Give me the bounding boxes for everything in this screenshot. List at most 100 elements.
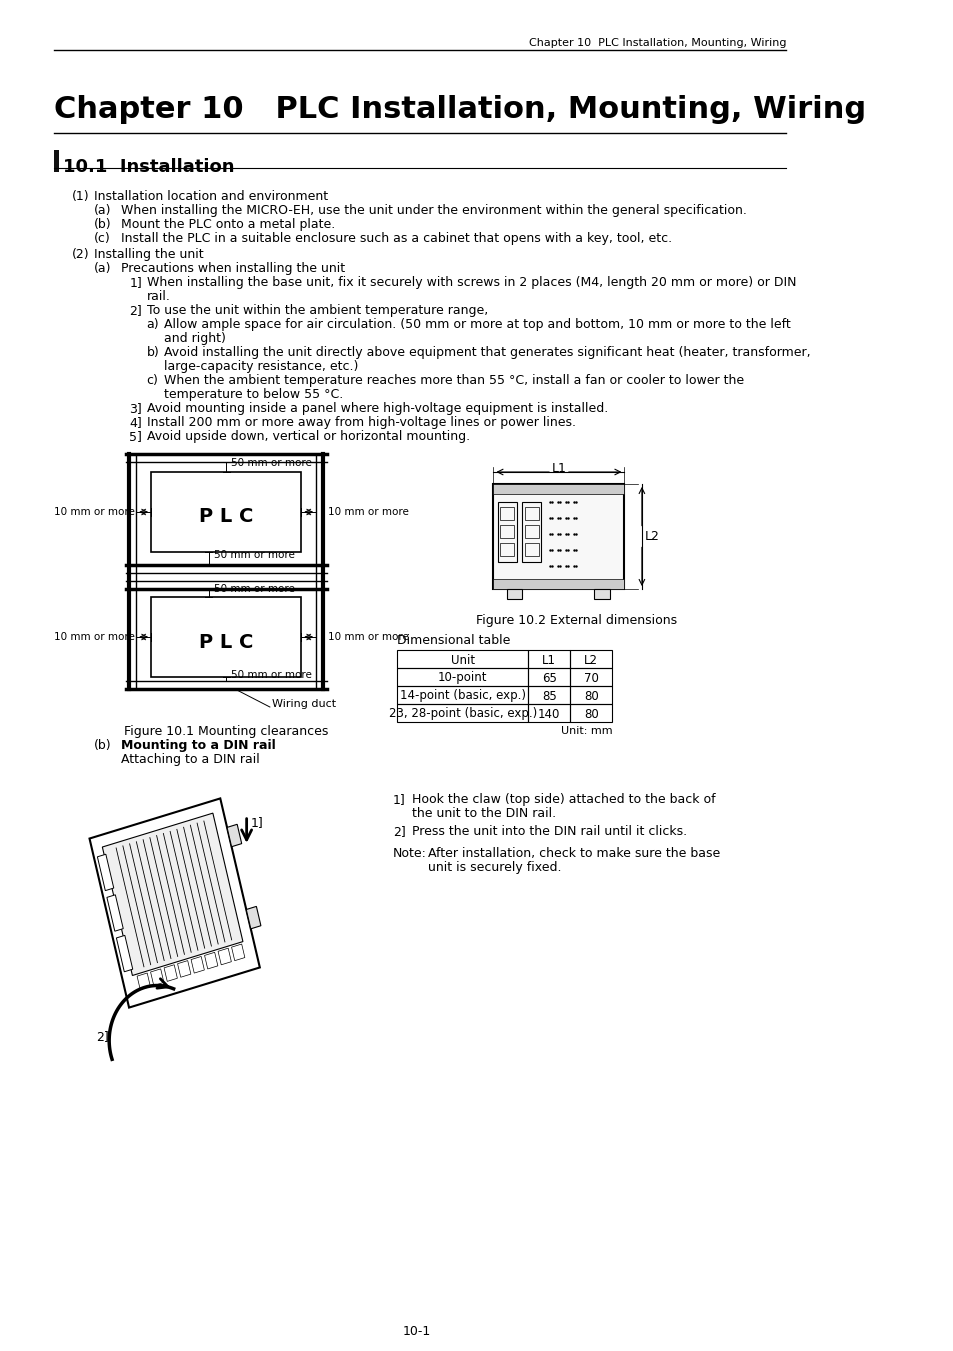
Text: Figure 10.2 External dimensions: Figure 10.2 External dimensions: [476, 613, 677, 627]
Text: Attaching to a DIN rail: Attaching to a DIN rail: [120, 753, 259, 766]
Text: and right): and right): [164, 332, 226, 345]
Text: 2]: 2]: [393, 825, 405, 838]
Text: Installation location and environment: Installation location and environment: [94, 190, 328, 203]
Text: c): c): [147, 374, 158, 386]
Bar: [397, 650, 528, 667]
Text: 1]: 1]: [251, 816, 263, 828]
Text: L2: L2: [583, 654, 598, 666]
Text: 10.1  Installation: 10.1 Installation: [63, 158, 234, 176]
Text: 23, 28-point (basic, exp.): 23, 28-point (basic, exp.): [388, 708, 537, 720]
Text: Unit: mm: Unit: mm: [560, 725, 612, 736]
Text: Chapter 10  PLC Installation, Mounting, Wiring: Chapter 10 PLC Installation, Mounting, W…: [528, 38, 785, 49]
Polygon shape: [177, 961, 191, 977]
Text: P L C: P L C: [199, 632, 253, 651]
Text: large-capacity resistance, etc.): large-capacity resistance, etc.): [164, 359, 358, 373]
Text: 80: 80: [583, 689, 598, 703]
Text: (b): (b): [94, 739, 112, 753]
Bar: [528, 650, 570, 667]
Text: Install the PLC in a suitable enclosure such as a cabinet that opens with a key,: Install the PLC in a suitable enclosure …: [120, 232, 671, 245]
Text: rail.: rail.: [147, 290, 171, 303]
Text: Hook the claw (top side) attached to the back of: Hook the claw (top side) attached to the…: [412, 793, 715, 807]
Text: 5]: 5]: [129, 430, 142, 443]
Polygon shape: [191, 957, 204, 973]
Text: P L C: P L C: [199, 508, 253, 527]
Text: When installing the MICRO-EH, use the unit under the environment within the gene: When installing the MICRO-EH, use the un…: [120, 204, 745, 218]
Polygon shape: [116, 935, 132, 971]
Polygon shape: [204, 952, 217, 969]
Text: 1]: 1]: [129, 276, 142, 289]
Bar: [497, 503, 517, 562]
Text: Wiring duct: Wiring duct: [272, 698, 335, 709]
Text: Dimensional table: Dimensional table: [397, 634, 510, 647]
Text: (a): (a): [94, 262, 112, 276]
Text: 10-point: 10-point: [437, 671, 487, 685]
Text: 50 mm or more: 50 mm or more: [232, 458, 312, 467]
Text: L1: L1: [541, 654, 556, 666]
Polygon shape: [246, 907, 260, 929]
Text: 10 mm or more: 10 mm or more: [54, 632, 135, 642]
Text: Figure 10.1 Mounting clearances: Figure 10.1 Mounting clearances: [124, 725, 328, 738]
Text: Note:: Note:: [393, 847, 426, 861]
Bar: [528, 704, 570, 721]
Polygon shape: [164, 965, 177, 981]
Bar: [493, 580, 624, 589]
Bar: [500, 526, 514, 538]
Bar: [524, 507, 538, 520]
Text: 70: 70: [583, 671, 598, 685]
Text: 50 mm or more: 50 mm or more: [213, 550, 294, 559]
Bar: [397, 686, 528, 704]
Text: Press the unit into the DIN rail until it clicks.: Press the unit into the DIN rail until i…: [412, 825, 686, 838]
Bar: [397, 704, 528, 721]
Polygon shape: [218, 948, 232, 965]
Text: Mount the PLC onto a metal plate.: Mount the PLC onto a metal plate.: [120, 218, 335, 231]
Text: 50 mm or more: 50 mm or more: [232, 670, 312, 680]
Polygon shape: [107, 894, 123, 931]
Bar: [528, 686, 570, 704]
Bar: [493, 484, 624, 494]
Bar: [521, 503, 541, 562]
Text: After installation, check to make sure the base: After installation, check to make sure t…: [428, 847, 720, 861]
Bar: [54, 150, 58, 172]
Text: 10 mm or more: 10 mm or more: [54, 507, 135, 517]
Text: 2]: 2]: [129, 304, 142, 317]
Text: 65: 65: [541, 671, 557, 685]
Text: 10 mm or more: 10 mm or more: [327, 632, 408, 642]
Bar: [151, 597, 301, 677]
Text: temperature to below 55 °C.: temperature to below 55 °C.: [164, 388, 343, 401]
Bar: [493, 484, 624, 589]
Text: Avoid upside down, vertical or horizontal mounting.: Avoid upside down, vertical or horizonta…: [147, 430, 470, 443]
Polygon shape: [232, 944, 245, 961]
Bar: [524, 526, 538, 538]
Polygon shape: [90, 798, 259, 1008]
Text: Installing the unit: Installing the unit: [94, 249, 204, 261]
Bar: [500, 507, 514, 520]
Bar: [594, 589, 609, 598]
Text: unit is securely fixed.: unit is securely fixed.: [428, 861, 561, 874]
Polygon shape: [137, 973, 151, 990]
Polygon shape: [102, 813, 243, 975]
Text: 140: 140: [537, 708, 560, 720]
Bar: [570, 686, 612, 704]
Polygon shape: [151, 969, 164, 985]
Text: When installing the base unit, fix it securely with screws in 2 places (M4, leng: When installing the base unit, fix it se…: [147, 276, 796, 289]
Text: (b): (b): [94, 218, 112, 231]
Text: Install 200 mm or more away from high-voltage lines or power lines.: Install 200 mm or more away from high-vo…: [147, 416, 575, 430]
Text: (1): (1): [71, 190, 90, 203]
Bar: [570, 650, 612, 667]
Text: L2: L2: [644, 530, 659, 543]
Text: (a): (a): [94, 204, 112, 218]
Text: 4]: 4]: [129, 416, 142, 430]
Text: a): a): [147, 317, 159, 331]
Text: 10 mm or more: 10 mm or more: [327, 507, 408, 517]
Bar: [570, 704, 612, 721]
Text: Avoid installing the unit directly above equipment that generates significant he: Avoid installing the unit directly above…: [164, 346, 810, 359]
Text: Precautions when installing the unit: Precautions when installing the unit: [120, 262, 344, 276]
Bar: [500, 543, 514, 557]
Text: (2): (2): [71, 249, 90, 261]
Text: b): b): [147, 346, 159, 359]
Polygon shape: [97, 854, 113, 890]
Text: 1]: 1]: [393, 793, 405, 807]
Text: Allow ample space for air circulation. (50 mm or more at top and bottom, 10 mm o: Allow ample space for air circulation. (…: [164, 317, 790, 331]
Bar: [506, 589, 521, 598]
Text: 3]: 3]: [129, 403, 142, 415]
